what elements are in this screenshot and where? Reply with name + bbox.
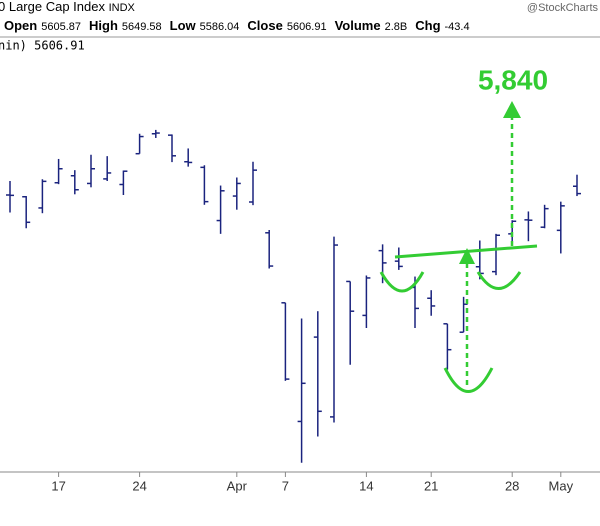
stat-label: High [89,18,118,33]
stat-value: 2.8B [385,21,408,33]
x-tick-label: 14 [359,478,373,493]
x-tick-label: Apr [227,478,248,493]
chart-title: 0 Large Cap Index INDX [0,0,136,14]
stat-value: -43.4 [445,21,470,33]
x-tick-label: 7 [282,478,289,493]
symbol: INDX [109,2,136,14]
x-tick-label: 28 [505,478,519,493]
stat-label: Open [4,18,37,33]
stat-value: 5586.04 [200,21,240,33]
x-tick-label: 21 [424,478,438,493]
source: @StockCharts [527,2,599,14]
head-arrowhead [459,248,475,264]
stat-value: 5649.58 [122,21,162,33]
target-arrowhead [503,101,521,118]
x-tick-label: May [549,478,574,493]
legend: nin) 5606.91 [0,39,85,53]
stat-value: 5606.91 [287,21,327,33]
target-label: 5,840 [478,64,548,95]
title-text: 0 Large Cap Index [0,0,105,14]
stat-label: Close [247,18,282,33]
stat-label: Volume [335,18,381,33]
stats-line: Open 5605.87 High 5649.58 Low 5586.04 Close 560… [4,18,470,33]
stat-label: Low [170,18,197,33]
head [443,367,494,393]
left-shoulder [379,271,425,293]
right-shoulder [476,271,522,290]
stat-value: 5605.87 [41,21,81,33]
stat-label: Chg [415,18,440,33]
x-tick-label: 17 [51,478,65,493]
x-tick-label: 24 [132,478,146,493]
